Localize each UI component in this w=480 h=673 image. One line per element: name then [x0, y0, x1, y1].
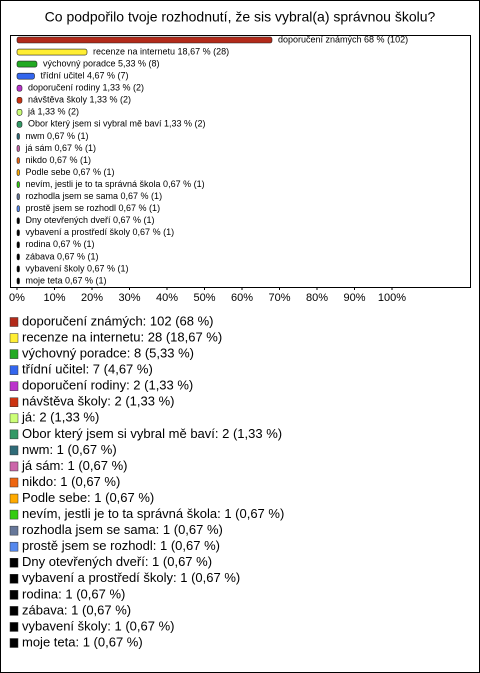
- legend-label: Podle sebe: 1 (0,67 %): [22, 490, 154, 505]
- value-label: Dny otevřených dveří 0,67 % (1): [26, 215, 155, 225]
- x-tick-label: 30%: [118, 292, 140, 304]
- legend-swatch: [9, 477, 19, 488]
- legend-swatch: [9, 590, 19, 600]
- legend-swatch: [9, 606, 19, 616]
- value-label: moje teta 0,67 % (1): [26, 275, 107, 285]
- value-label: zábava 0,67 % (1): [26, 251, 99, 261]
- value-label: nikdo 0,67 % (1): [26, 155, 92, 165]
- value-label: já sám 0,67 % (1): [25, 143, 97, 153]
- x-tick-label: 20%: [81, 292, 103, 304]
- legend-label: Dny otevřených dveří: 1 (0,67 %): [22, 554, 212, 569]
- legend-swatch: [9, 638, 19, 648]
- bar: [16, 133, 20, 140]
- bar: [16, 277, 20, 285]
- value-label: doporučení známých 68 % (102): [278, 34, 408, 44]
- legend-label: nwm: 1 (0,67 %): [22, 442, 117, 457]
- legend-swatch: [9, 558, 19, 568]
- value-label: rozhodla jsem se sama 0,67 % (1): [26, 191, 163, 201]
- bar: [16, 36, 273, 44]
- value-label: recenze na internetu 18,67 % (28): [93, 46, 229, 56]
- legend-label: nevím, jestli je to ta správná škola: 1 …: [22, 506, 284, 521]
- legend-swatch: [9, 413, 19, 424]
- legend-label: já: 2 (1,33 %): [21, 410, 99, 425]
- value-label: nevím, jestli je to ta správná škola 0,6…: [26, 179, 205, 189]
- value-label: návštěva školy 1,33 % (2): [28, 95, 131, 105]
- bar: [16, 265, 20, 273]
- value-label: Obor který jsem si vybral mě baví 1,33 %…: [28, 119, 206, 129]
- value-label: já 1,33 % (2): [27, 107, 79, 117]
- chart-title: Co podpořilo tvoje rozhodnutí, že sis vy…: [45, 9, 436, 25]
- x-tick-label: 100%: [378, 292, 406, 304]
- legend-label: Obor který jsem si vybral mě baví: 2 (1,…: [22, 426, 282, 441]
- legend-swatch: [9, 397, 19, 407]
- legend-swatch: [9, 493, 19, 504]
- legend-swatch: [9, 461, 19, 472]
- value-label: prostě jsem se rozhodl 0,67 % (1): [26, 203, 161, 213]
- legend-swatch: [9, 333, 19, 343]
- legend-label: recenze na internetu: 28 (18,67 %): [22, 329, 222, 344]
- legend-swatch: [9, 381, 19, 391]
- value-label: doporučení rodiny 1,33 % (2): [28, 83, 144, 93]
- legend-swatch: [9, 525, 19, 536]
- x-tick-label: 60%: [231, 292, 253, 304]
- bar: [16, 181, 20, 188]
- legend-swatch: [9, 429, 19, 440]
- bar: [16, 72, 35, 80]
- legend-label: doporučení známých: 102 (68 %): [22, 313, 214, 328]
- legend-swatch: [9, 541, 19, 552]
- x-tick-label: 90%: [343, 292, 365, 304]
- bar: [16, 217, 20, 225]
- legend-swatch: [9, 365, 19, 375]
- x-tick-label: 40%: [156, 292, 178, 304]
- x-tick-label: 0%: [9, 292, 25, 304]
- bar: [16, 96, 23, 104]
- legend-swatch: [9, 349, 19, 359]
- bar: [16, 84, 23, 92]
- legend-label: zábava: 1 (0,67 %): [22, 602, 131, 617]
- x-tick-label: 50%: [193, 292, 215, 304]
- value-label: rodina 0,67 % (1): [26, 239, 95, 249]
- plot-frame: [10, 35, 471, 288]
- bar: [16, 229, 20, 237]
- bar: [16, 121, 23, 128]
- value-label: výchovný poradce 5,33 % (8): [43, 58, 160, 68]
- legend-swatch: [9, 574, 19, 584]
- x-tick-label: 10%: [43, 292, 65, 304]
- bar: [16, 253, 20, 261]
- legend-swatch: [9, 509, 19, 520]
- legend-swatch: [9, 317, 19, 327]
- value-label: vybavení školy 0,67 % (1): [26, 263, 129, 273]
- legend-label: rodina: 1 (0,67 %): [22, 586, 125, 601]
- legend-swatch: [9, 622, 19, 632]
- value-label: vybavení a prostředí školy 0,67 % (1): [26, 227, 175, 237]
- bar: [16, 205, 20, 212]
- legend-label: rozhodla jsem se sama: 1 (0,67 %): [22, 522, 223, 537]
- legend-label: nikdo: 1 (0,67 %): [22, 474, 120, 489]
- value-label: třídní učitel 4,67 % (7): [41, 71, 129, 81]
- bar: [16, 145, 20, 152]
- legend-swatch: [9, 445, 19, 456]
- legend-label: doporučení rodiny: 2 (1,33 %): [22, 378, 193, 393]
- value-label: Podle sebe 0,67 % (1): [26, 167, 115, 177]
- bar: [16, 109, 23, 116]
- legend-label: prostě jsem se rozhodl: 1 (0,67 %): [22, 538, 220, 553]
- bar: [16, 169, 20, 176]
- bar: [16, 48, 88, 56]
- legend-label: vybavení a prostředí školy: 1 (0,67 %): [22, 570, 240, 585]
- legend-label: výchovný poradce: 8 (5,33 %): [22, 346, 194, 361]
- legend-label: moje teta: 1 (0,67 %): [22, 634, 143, 649]
- x-tick-label: 80%: [306, 292, 328, 304]
- legend-label: vybavení školy: 1 (0,67 %): [22, 618, 174, 633]
- legend-label: třídní učitel: 7 (4,67 %): [22, 362, 153, 377]
- legend-label: já sám: 1 (0,67 %): [21, 458, 128, 473]
- bar: [16, 241, 20, 249]
- value-label: nwm 0,67 % (1): [26, 131, 89, 141]
- x-tick-label: 70%: [268, 292, 290, 304]
- legend-label: návštěva školy: 2 (1,33 %): [22, 394, 174, 409]
- bar: [16, 193, 20, 200]
- bar: [16, 60, 38, 68]
- bar: [16, 157, 20, 164]
